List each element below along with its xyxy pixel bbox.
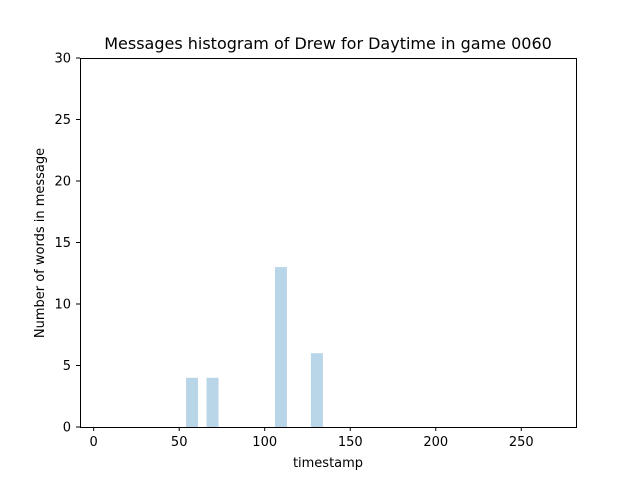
plot-area-frame bbox=[80, 58, 577, 428]
y-axis-ticks: 0 5 10 15 20 25 30 bbox=[54, 52, 80, 436]
x-axis-label: timestamp bbox=[293, 456, 363, 471]
chart-title: Messages histogram of Drew for Daytime i… bbox=[104, 34, 552, 53]
x-tick-label: 0 bbox=[90, 435, 98, 450]
y-tick-label: 10 bbox=[54, 298, 71, 313]
x-tick-label: 150 bbox=[338, 435, 363, 450]
x-axis-ticks: 0 50 100 150 200 250 bbox=[90, 427, 534, 450]
bars-group bbox=[186, 267, 323, 427]
y-tick-label: 0 bbox=[63, 421, 71, 436]
x-tick-label: 200 bbox=[423, 435, 448, 450]
x-tick-label: 50 bbox=[171, 435, 188, 450]
x-tick-label: 100 bbox=[252, 435, 277, 450]
bar-3 bbox=[274, 267, 287, 427]
bar-4 bbox=[310, 353, 323, 427]
bar-2 bbox=[206, 377, 219, 427]
bar-1 bbox=[186, 377, 199, 427]
y-tick-label: 25 bbox=[54, 113, 71, 128]
y-tick-label: 15 bbox=[54, 236, 71, 251]
y-tick-label: 30 bbox=[54, 52, 71, 67]
y-tick-label: 5 bbox=[63, 359, 71, 374]
y-tick-label: 20 bbox=[54, 175, 71, 190]
x-tick-label: 250 bbox=[509, 435, 534, 450]
y-axis-label: Number of words in message bbox=[33, 148, 48, 338]
